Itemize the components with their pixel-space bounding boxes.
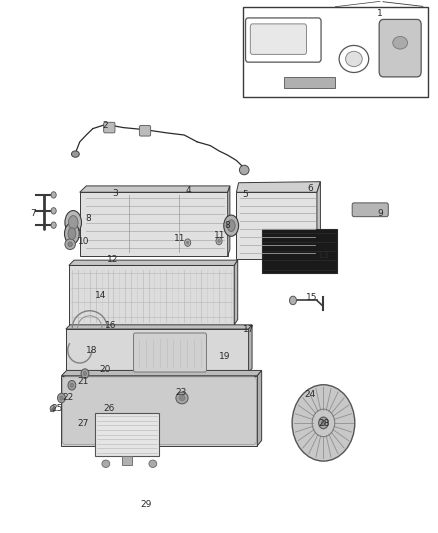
FancyBboxPatch shape xyxy=(251,24,307,54)
Polygon shape xyxy=(237,192,317,259)
Polygon shape xyxy=(69,260,238,265)
Text: 1: 1 xyxy=(377,9,383,18)
Ellipse shape xyxy=(65,239,75,249)
Ellipse shape xyxy=(50,406,55,412)
Polygon shape xyxy=(80,192,228,256)
Text: 10: 10 xyxy=(78,237,89,246)
FancyBboxPatch shape xyxy=(352,203,389,216)
Polygon shape xyxy=(66,329,249,373)
FancyBboxPatch shape xyxy=(134,333,206,372)
FancyBboxPatch shape xyxy=(104,122,115,133)
Polygon shape xyxy=(317,182,321,259)
Ellipse shape xyxy=(290,296,297,305)
Ellipse shape xyxy=(81,369,89,378)
Ellipse shape xyxy=(64,223,79,244)
FancyBboxPatch shape xyxy=(246,18,321,62)
FancyBboxPatch shape xyxy=(62,377,256,445)
Polygon shape xyxy=(249,325,252,373)
Ellipse shape xyxy=(51,208,56,214)
FancyBboxPatch shape xyxy=(379,19,421,77)
Polygon shape xyxy=(66,325,252,329)
Ellipse shape xyxy=(57,393,65,403)
Ellipse shape xyxy=(224,215,239,236)
Ellipse shape xyxy=(393,36,408,49)
Text: 11: 11 xyxy=(214,231,226,240)
Polygon shape xyxy=(234,260,238,325)
Text: 17: 17 xyxy=(243,325,254,334)
Ellipse shape xyxy=(68,228,76,239)
Text: 20: 20 xyxy=(99,366,111,374)
Text: 28: 28 xyxy=(318,419,330,429)
Bar xyxy=(95,413,159,456)
Text: 14: 14 xyxy=(95,291,106,300)
Polygon shape xyxy=(237,182,321,192)
Text: 6: 6 xyxy=(307,183,313,192)
Text: 13: 13 xyxy=(318,252,329,261)
Text: 9: 9 xyxy=(377,209,383,218)
Ellipse shape xyxy=(60,396,63,400)
Ellipse shape xyxy=(292,385,355,461)
Ellipse shape xyxy=(149,460,157,467)
Polygon shape xyxy=(61,370,261,376)
Text: 4: 4 xyxy=(186,186,191,195)
Ellipse shape xyxy=(319,417,328,429)
Ellipse shape xyxy=(71,151,79,157)
Ellipse shape xyxy=(186,241,189,244)
Text: 27: 27 xyxy=(78,419,89,429)
Polygon shape xyxy=(228,186,230,256)
Ellipse shape xyxy=(68,381,76,390)
Text: 2: 2 xyxy=(102,122,108,131)
Ellipse shape xyxy=(51,192,56,198)
Text: 19: 19 xyxy=(219,352,230,361)
Text: 22: 22 xyxy=(62,393,73,402)
Text: 12: 12 xyxy=(107,255,118,264)
Bar xyxy=(243,7,428,97)
Text: 29: 29 xyxy=(140,499,152,508)
Polygon shape xyxy=(80,186,230,192)
Ellipse shape xyxy=(321,420,325,425)
Text: 5: 5 xyxy=(242,190,248,199)
Text: 25: 25 xyxy=(51,403,63,413)
Ellipse shape xyxy=(339,45,369,72)
Ellipse shape xyxy=(68,242,72,247)
Ellipse shape xyxy=(240,165,249,175)
Ellipse shape xyxy=(346,51,362,67)
Ellipse shape xyxy=(185,239,191,246)
Bar xyxy=(122,456,132,465)
Text: 24: 24 xyxy=(305,390,316,399)
Text: 18: 18 xyxy=(86,346,98,355)
FancyBboxPatch shape xyxy=(139,125,151,136)
Polygon shape xyxy=(257,370,261,446)
Text: 8: 8 xyxy=(85,214,91,223)
Ellipse shape xyxy=(68,216,78,229)
Ellipse shape xyxy=(83,372,87,376)
Ellipse shape xyxy=(65,211,81,235)
Ellipse shape xyxy=(218,239,220,243)
Bar xyxy=(284,77,336,88)
Ellipse shape xyxy=(227,220,235,231)
Polygon shape xyxy=(61,376,257,446)
Text: 3: 3 xyxy=(113,189,118,198)
Ellipse shape xyxy=(51,222,56,228)
Polygon shape xyxy=(69,265,234,325)
Ellipse shape xyxy=(216,237,222,245)
Ellipse shape xyxy=(176,392,188,404)
Text: 21: 21 xyxy=(78,377,89,386)
Ellipse shape xyxy=(102,460,110,467)
Text: 8: 8 xyxy=(225,221,230,230)
Text: 16: 16 xyxy=(105,321,117,330)
Text: 23: 23 xyxy=(175,388,187,397)
Text: 26: 26 xyxy=(104,404,115,413)
Text: 11: 11 xyxy=(174,234,186,243)
Ellipse shape xyxy=(70,383,74,387)
Bar xyxy=(261,229,336,273)
Text: 7: 7 xyxy=(30,209,35,218)
Ellipse shape xyxy=(179,395,185,401)
Text: 15: 15 xyxy=(306,293,317,302)
